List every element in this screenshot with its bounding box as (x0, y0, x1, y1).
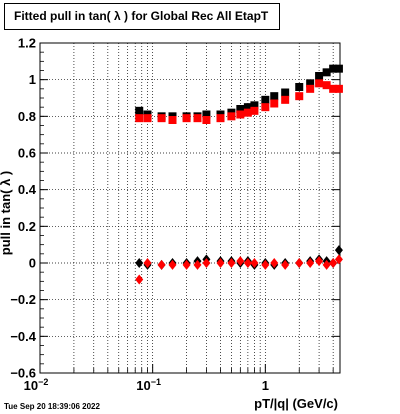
data-point-square (270, 99, 279, 108)
data-point-diamond (193, 259, 202, 270)
data-point-square (243, 103, 252, 112)
data-point-square (182, 114, 191, 123)
data-layer (135, 64, 343, 285)
data-point-square (135, 106, 144, 115)
data-point-diamond (135, 258, 144, 268)
data-point-square (334, 64, 343, 73)
data-point-diamond (227, 258, 236, 268)
data-point-square (243, 108, 252, 117)
y-tick-label: −0.6 (10, 366, 36, 381)
data-point-square (236, 105, 245, 113)
data-point-square (306, 84, 315, 93)
x-axis-label: pT/|q| (GeV/c) (254, 396, 338, 411)
y-tick-label: 0.6 (18, 146, 36, 161)
data-point-diamond (250, 258, 259, 268)
data-point-square (334, 84, 343, 93)
plot-frame (39, 42, 341, 374)
data-point-square (270, 92, 279, 101)
data-point-square (143, 114, 152, 123)
timestamp: Tue Sep 20 18:39:06 2022 (4, 402, 100, 411)
data-point-diamond (143, 258, 152, 268)
axes-layer: −0.6 −0.4 −0.2 0 0.2 0.4 0.6 0.8 1 1.2 10−2 10−1 1 (10, 36, 341, 393)
data-point-square (202, 110, 211, 119)
data-point-square (193, 114, 202, 123)
y-tick-label: 0.4 (18, 182, 37, 197)
data-point-diamond (281, 259, 290, 270)
data-point-diamond (334, 245, 343, 256)
data-point-square (202, 116, 211, 124)
x-tick-label: 1 (262, 378, 269, 393)
x-tick-label: 10−2 (24, 377, 49, 393)
data-point-diamond (157, 259, 166, 270)
data-point-square (322, 81, 331, 90)
data-point-square (306, 79, 315, 88)
data-point-diamond (261, 259, 270, 270)
data-point-diamond (243, 258, 252, 268)
data-point-diamond (236, 256, 245, 267)
data-point-diamond (315, 256, 324, 267)
data-point-square (250, 106, 259, 115)
data-point-square (261, 95, 270, 104)
data-point-diamond (270, 258, 279, 268)
data-point-square (250, 101, 259, 110)
x-tick-exponent: −2 (38, 377, 48, 387)
data-point-diamond (329, 258, 338, 268)
x-tick-label: 10−1 (136, 377, 161, 393)
grid-layer (40, 43, 340, 373)
data-point-square (261, 103, 270, 112)
y-tick-label: 0 (29, 256, 36, 271)
x-tick-exponent: −1 (151, 377, 161, 387)
chart-title: Fitted pull in tan( λ ) for Global Rec A… (4, 3, 280, 30)
y-axis-label: pull in tan( λ ) (0, 171, 13, 256)
data-point-square (329, 84, 338, 93)
data-point-square (315, 72, 324, 80)
data-point-diamond (306, 258, 315, 268)
data-point-square (315, 79, 324, 88)
data-point-diamond (182, 259, 191, 270)
data-point-diamond (202, 258, 211, 268)
data-point-square (281, 88, 290, 97)
y-tick-label: 0.8 (18, 109, 36, 124)
data-point-square (329, 64, 338, 73)
data-point-diamond (295, 258, 304, 268)
data-point-diamond (135, 274, 144, 285)
y-tick-label: 1.2 (18, 36, 36, 51)
data-point-square (216, 114, 225, 123)
y-tick-label: 1 (29, 72, 36, 87)
data-point-square (236, 110, 245, 119)
data-point-square (135, 114, 144, 123)
data-point-diamond (216, 258, 225, 268)
data-point-diamond (168, 259, 177, 270)
data-point-diamond (334, 254, 343, 265)
data-point-diamond (322, 259, 331, 270)
y-tick-label: −0.4 (10, 329, 36, 344)
data-point-square (168, 116, 177, 124)
data-point-square (295, 83, 304, 91)
y-tick-label: −0.2 (10, 292, 36, 307)
data-point-square (157, 114, 166, 123)
data-point-square (295, 92, 304, 101)
data-point-square (281, 95, 290, 104)
data-point-square (322, 68, 331, 77)
y-tick-label: 0.2 (18, 219, 36, 234)
data-point-square (227, 112, 236, 121)
